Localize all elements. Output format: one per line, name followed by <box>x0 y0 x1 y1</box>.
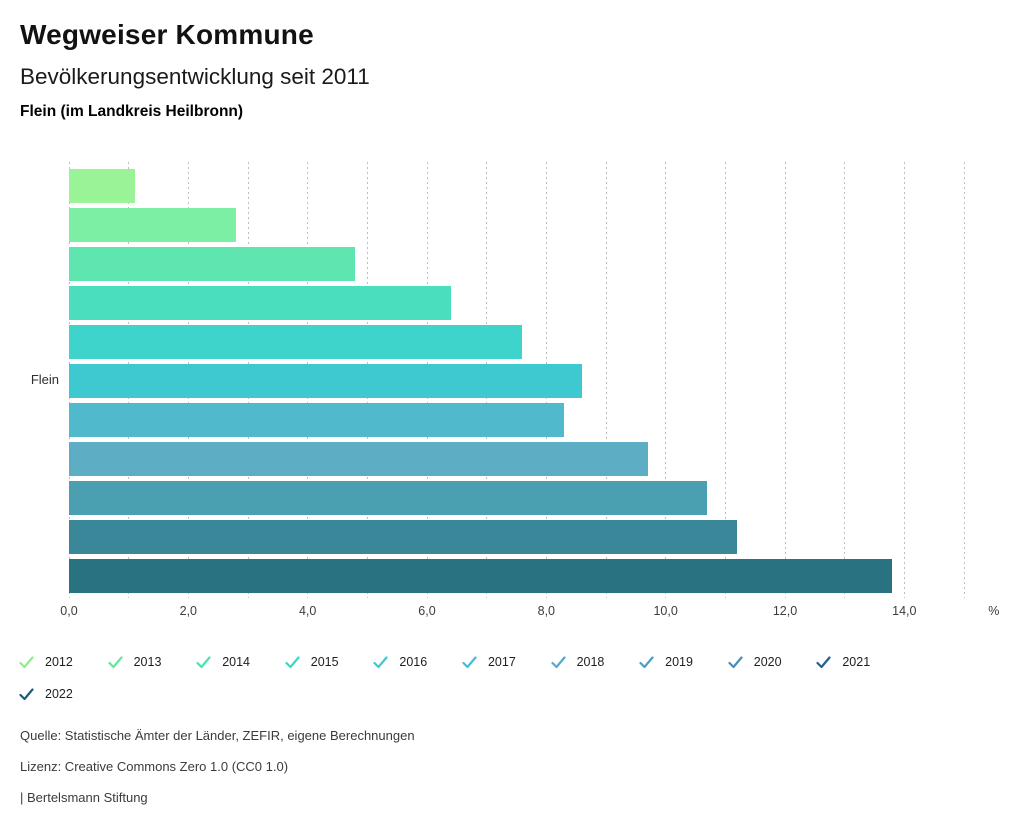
x-tick-label: 0,0 <box>60 604 78 618</box>
legend-item-2020[interactable]: 2020 <box>728 655 817 669</box>
check-icon <box>285 655 300 668</box>
gridline <box>963 162 965 598</box>
x-tick-label: 8,0 <box>537 604 556 618</box>
check-icon <box>816 655 831 668</box>
check-icon <box>462 655 477 668</box>
legend-label: 2013 <box>133 655 162 669</box>
legend-item-2014[interactable]: 2014 <box>196 655 285 669</box>
legend-label: 2016 <box>399 655 428 669</box>
gridline <box>844 162 846 598</box>
legend-row-2: 2022 <box>19 687 108 701</box>
check-icon <box>196 655 211 668</box>
y-axis-label: Flein <box>30 372 59 387</box>
bar-2017 <box>69 364 583 398</box>
license-text: Lizenz: Creative Commons Zero 1.0 (CC0 1… <box>20 759 289 774</box>
x-tick-label: 4,0 <box>298 604 317 618</box>
check-icon <box>373 655 388 668</box>
gridline <box>724 162 726 598</box>
x-tick-label: 12,0 <box>772 604 798 618</box>
legend-item-2015[interactable]: 2015 <box>285 655 374 669</box>
legend-row-1: 2012 2013 2014 2015 2016 2017 2018 2019 2020 2021 <box>19 655 905 669</box>
source-text: Quelle: Statistische Ämter der Länder, Z… <box>20 728 415 743</box>
check-icon <box>107 655 123 668</box>
check-icon <box>639 655 654 668</box>
gridline <box>903 162 905 598</box>
bar-2015 <box>69 286 451 320</box>
plot-area <box>68 162 965 598</box>
legend-item-2022[interactable]: 2022 <box>19 687 108 701</box>
legend-label: 2021 <box>842 655 871 669</box>
legend-item-2017[interactable]: 2017 <box>462 655 551 669</box>
legend-item-2016[interactable]: 2016 <box>373 655 462 669</box>
bar-2016 <box>69 325 523 359</box>
legend-label: 2020 <box>753 655 782 669</box>
legend-item-2013[interactable]: 2013 <box>107 655 197 669</box>
legend-label: 2012 <box>45 655 73 669</box>
bar-2019 <box>69 442 648 476</box>
bar-2012 <box>69 169 135 203</box>
x-axis-unit: % <box>988 604 1000 618</box>
x-tick-label: 6,0 <box>418 604 436 618</box>
gridline <box>784 162 786 598</box>
legend-item-2021[interactable]: 2021 <box>816 655 905 669</box>
check-icon <box>19 655 34 668</box>
legend-item-2019[interactable]: 2019 <box>639 655 728 669</box>
legend-label: 2015 <box>310 655 339 669</box>
legend-item-2012[interactable]: 2012 <box>19 655 108 669</box>
gridline <box>605 162 607 598</box>
bar-2018 <box>69 403 565 437</box>
x-tick-label: 10,0 <box>653 604 678 618</box>
bar-2013 <box>69 208 237 242</box>
attribution-text: | Bertelsmann Stiftung <box>20 790 148 805</box>
bar-2022 <box>69 559 893 593</box>
legend-label: 2014 <box>222 655 250 669</box>
bar-2014 <box>69 247 356 281</box>
gridline <box>665 162 667 598</box>
legend-label: 2022 <box>45 687 73 701</box>
x-tick-label: 2,0 <box>179 604 198 618</box>
check-icon <box>550 655 566 668</box>
check-icon <box>19 687 34 700</box>
bar-2020 <box>69 481 708 515</box>
chart-title: Bevölkerungsentwicklung seit 2011 <box>20 64 370 89</box>
region-label: Flein (im Landkreis Heilbronn) <box>20 103 244 120</box>
check-icon <box>728 655 743 668</box>
x-tick-label: 14,0 <box>892 604 917 618</box>
legend-label: 2017 <box>487 655 516 669</box>
legend-item-2018[interactable]: 2018 <box>550 655 640 669</box>
legend-label: 2019 <box>665 655 693 669</box>
legend-label: 2018 <box>576 655 605 669</box>
bar-2021 <box>69 520 738 554</box>
page-title: Wegweiser Kommune <box>20 19 314 50</box>
